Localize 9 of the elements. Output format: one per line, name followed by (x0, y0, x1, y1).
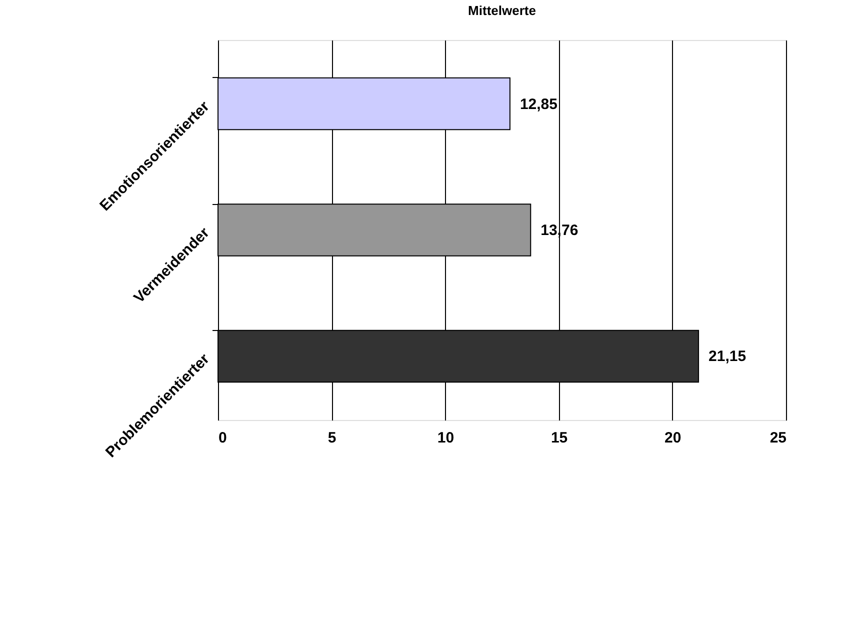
x-tick-label: 20 (664, 430, 682, 446)
x-tick-label: 15 (550, 430, 568, 446)
x-tick-label: 25 (770, 430, 786, 446)
x-tick-label: 0 (218, 430, 227, 446)
chart-title: Mittelwerte (468, 3, 536, 18)
x-tick-label: 10 (437, 430, 454, 446)
data-label: 12,85 (520, 96, 558, 113)
data-label: 21,15 (708, 348, 746, 366)
x-tick-label: 5 (328, 430, 336, 446)
